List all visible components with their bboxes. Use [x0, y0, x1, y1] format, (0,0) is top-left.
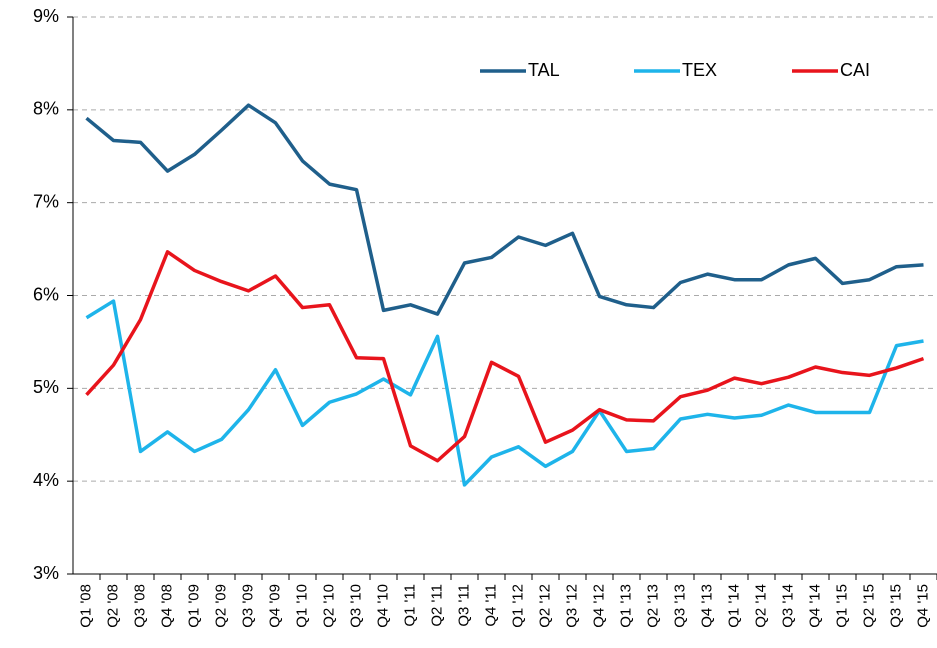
- x-tick-label: Q3 '10: [347, 584, 364, 628]
- x-tick-label: Q1 '11: [401, 584, 418, 627]
- x-tick-label: Q3 '13: [671, 584, 688, 628]
- y-tick-label: 9%: [33, 6, 59, 26]
- x-tick-label: Q3 '08: [131, 584, 148, 628]
- x-tick-label: Q2 '12: [536, 584, 553, 628]
- x-tick-label: Q4 '10: [374, 584, 391, 628]
- line-series: [85, 250, 925, 463]
- x-tick-label: Q1 '13: [617, 584, 634, 628]
- x-tick-label: Q1 '15: [833, 584, 850, 628]
- x-tick-label: Q1 '14: [725, 584, 742, 628]
- x-tick-label: Q3 '14: [779, 584, 796, 628]
- x-tick-label: Q4 '13: [698, 584, 715, 628]
- x-tick-label: Q2 '13: [644, 584, 661, 628]
- x-tick-label: Q4 '11: [482, 584, 499, 627]
- y-tick-label: 4%: [33, 470, 59, 490]
- x-tick-label: Q2 '09: [212, 584, 229, 628]
- line-series: [85, 299, 924, 487]
- legend-label: TAL: [528, 60, 560, 80]
- x-tick-label: Q2 '10: [320, 584, 337, 628]
- x-tick-label: Q1 '09: [185, 584, 202, 628]
- x-tick-label: Q4 '08: [158, 584, 175, 628]
- x-tick-label: Q4 '09: [266, 584, 283, 628]
- x-tick-label: Q1 '08: [77, 584, 94, 628]
- x-tick-label: Q2 '08: [104, 584, 121, 628]
- x-tick-label: Q2 '14: [752, 584, 769, 628]
- x-tick-label: Q1 '12: [509, 584, 526, 628]
- x-tick-label: Q3 '09: [239, 584, 256, 628]
- y-tick-label: 3%: [33, 563, 59, 583]
- x-tick-label: Q4 '15: [914, 584, 931, 628]
- x-tick-label: Q3 '11: [455, 584, 472, 627]
- y-tick-label: 6%: [33, 284, 59, 304]
- y-tick-label: 8%: [33, 99, 59, 119]
- y-tick-label: 7%: [33, 191, 59, 211]
- line-series: [85, 103, 924, 316]
- x-tick-label: Q1 '10: [293, 584, 310, 628]
- x-tick-label: Q3 '12: [563, 584, 580, 628]
- legend-label: CAI: [840, 60, 870, 80]
- legend-label: TEX: [682, 60, 717, 80]
- y-tick-label: 5%: [33, 377, 59, 397]
- x-tick-label: Q2 '11: [428, 584, 445, 627]
- x-tick-label: Q2 '15: [860, 584, 877, 628]
- x-tick-label: Q4 '12: [590, 584, 607, 628]
- x-tick-label: Q4 '14: [806, 584, 823, 628]
- x-tick-label: Q3 '15: [887, 584, 904, 628]
